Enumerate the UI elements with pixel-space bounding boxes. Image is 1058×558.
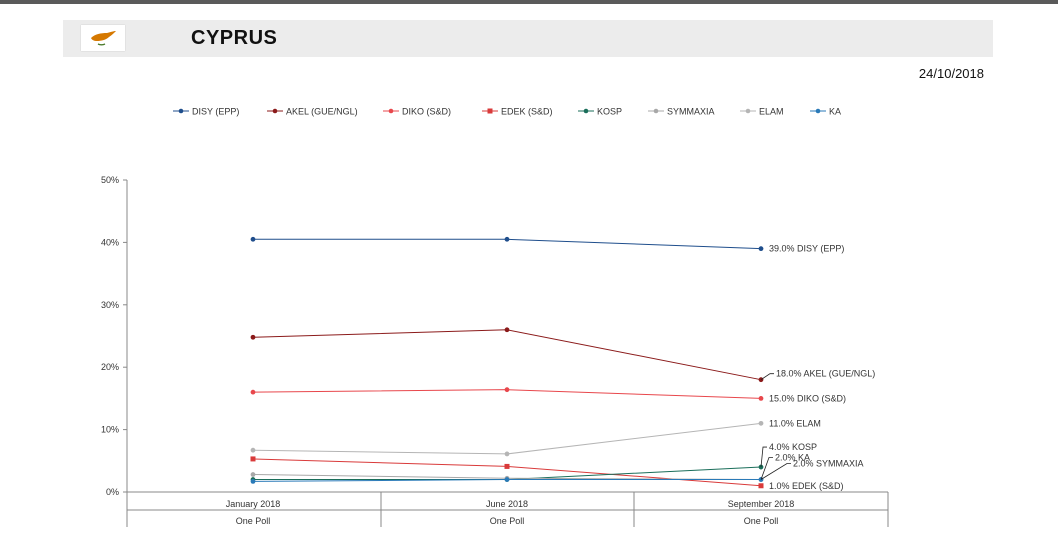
legend-label: ELAM: [759, 107, 784, 117]
y-tick-label: 20%: [101, 362, 119, 372]
legend-item-disy-epp: DISY (EPP): [173, 107, 239, 117]
cyprus-flag-icon: [81, 25, 125, 51]
series-diko-s-d: [250, 387, 764, 401]
data-point: [250, 236, 256, 242]
label-leader-line: [760, 373, 774, 381]
series-ka: [250, 477, 764, 484]
legend-label: AKEL (GUE/NGL): [286, 107, 358, 117]
data-point: [250, 334, 256, 340]
label-leader-line: [760, 457, 773, 480]
end-label-symmaxia: 2.0% SYMMAXIA: [793, 459, 864, 469]
legend-marker: [388, 108, 394, 114]
legend-item-edek-s-d: EDEK (S&D): [482, 107, 553, 117]
legend-label: DISY (EPP): [192, 107, 239, 117]
legend-marker: [487, 108, 493, 114]
data-point: [758, 396, 764, 401]
series-disy-epp: [250, 236, 764, 252]
legend-marker: [272, 108, 278, 114]
legend-item-symmaxia: SYMMAXIA: [648, 107, 715, 117]
data-point: [504, 451, 510, 457]
end-label-akel-gue-ngl: 18.0% AKEL (GUE/NGL): [776, 369, 875, 379]
label-leader-line: [760, 463, 791, 480]
legend-marker: [178, 108, 184, 114]
legend-item-ka: KA: [810, 107, 841, 117]
x-sub-tick-label: One Poll: [744, 516, 779, 526]
series-akel-gue-ngl: [250, 327, 764, 383]
data-point: [250, 447, 256, 453]
end-label-diko-s-d: 15.0% DIKO (S&D): [769, 393, 846, 403]
data-point: [758, 246, 764, 252]
legend-item-diko-s-d: DIKO (S&D): [383, 107, 451, 117]
end-labels: 39.0% DISY (EPP) 18.0% AKEL (GUE/NGL) 15.0…: [760, 244, 875, 491]
y-tick-label: 50%: [101, 175, 119, 185]
data-point: [758, 420, 764, 426]
series-line: [252, 422, 762, 455]
label-leader-line: [760, 446, 767, 468]
legend-marker: [653, 108, 659, 114]
data-point: [504, 463, 510, 469]
legend-marker: [583, 108, 589, 114]
legend-label: EDEK (S&D): [501, 107, 553, 117]
report-date: 24/10/2018: [918, 66, 984, 81]
data-point: [504, 477, 510, 482]
end-label-kosp: 4.0% KOSP: [769, 442, 817, 452]
data-point: [250, 456, 256, 462]
legend-label: DIKO (S&D): [402, 107, 451, 117]
series-edek-s-d: [250, 456, 764, 489]
end-label-ka: 2.0% KA: [775, 453, 810, 463]
legend-item-elam: ELAM: [740, 107, 784, 117]
data-point: [504, 387, 510, 393]
series-line: [252, 329, 762, 381]
legend-label: SYMMAXIA: [667, 107, 715, 117]
end-label-elam: 11.0% ELAM: [769, 418, 821, 428]
plot-series: [250, 236, 764, 489]
y-tick-label: 10%: [101, 425, 119, 435]
x-tick-label: June 2018: [486, 499, 528, 509]
end-label-edek-s-d: 1.0% EDEK (S&D): [769, 481, 844, 491]
data-point: [250, 478, 256, 484]
data-point: [504, 236, 510, 242]
legend-marker: [745, 108, 751, 114]
legend-item-akel-gue-ngl: AKEL (GUE/NGL): [267, 107, 358, 117]
x-tick-label: September 2018: [728, 499, 795, 509]
legend-label: KOSP: [597, 107, 622, 117]
end-label-disy-epp: 39.0% DISY (EPP): [769, 244, 844, 254]
legend-label: KA: [829, 107, 841, 117]
data-point: [250, 472, 256, 477]
y-tick-label: 0%: [106, 487, 119, 497]
legend-item-kosp: KOSP: [578, 107, 622, 117]
legend-marker: [815, 108, 821, 114]
x-tick-label: January 2018: [226, 499, 281, 509]
page-title: CYPRUS: [191, 27, 278, 49]
data-point: [250, 389, 256, 395]
legend: DISY (EPP) AKEL (GUE/NGL) DIKO (S&D) EDEK (…: [173, 107, 841, 117]
series-elam: [250, 420, 764, 457]
x-sub-tick-label: One Poll: [236, 516, 271, 526]
data-point: [504, 327, 510, 333]
y-tick-label: 30%: [101, 300, 119, 310]
data-point: [758, 483, 764, 489]
plot-axes: 0% 10% 20% 30% 40% 50% January 2018 One Poll Jun…: [101, 175, 889, 527]
y-tick-label: 40%: [101, 237, 119, 247]
top-rule: [0, 0, 1058, 4]
x-sub-tick-label: One Poll: [490, 516, 525, 526]
title-bar: CYPRUS: [63, 20, 993, 57]
